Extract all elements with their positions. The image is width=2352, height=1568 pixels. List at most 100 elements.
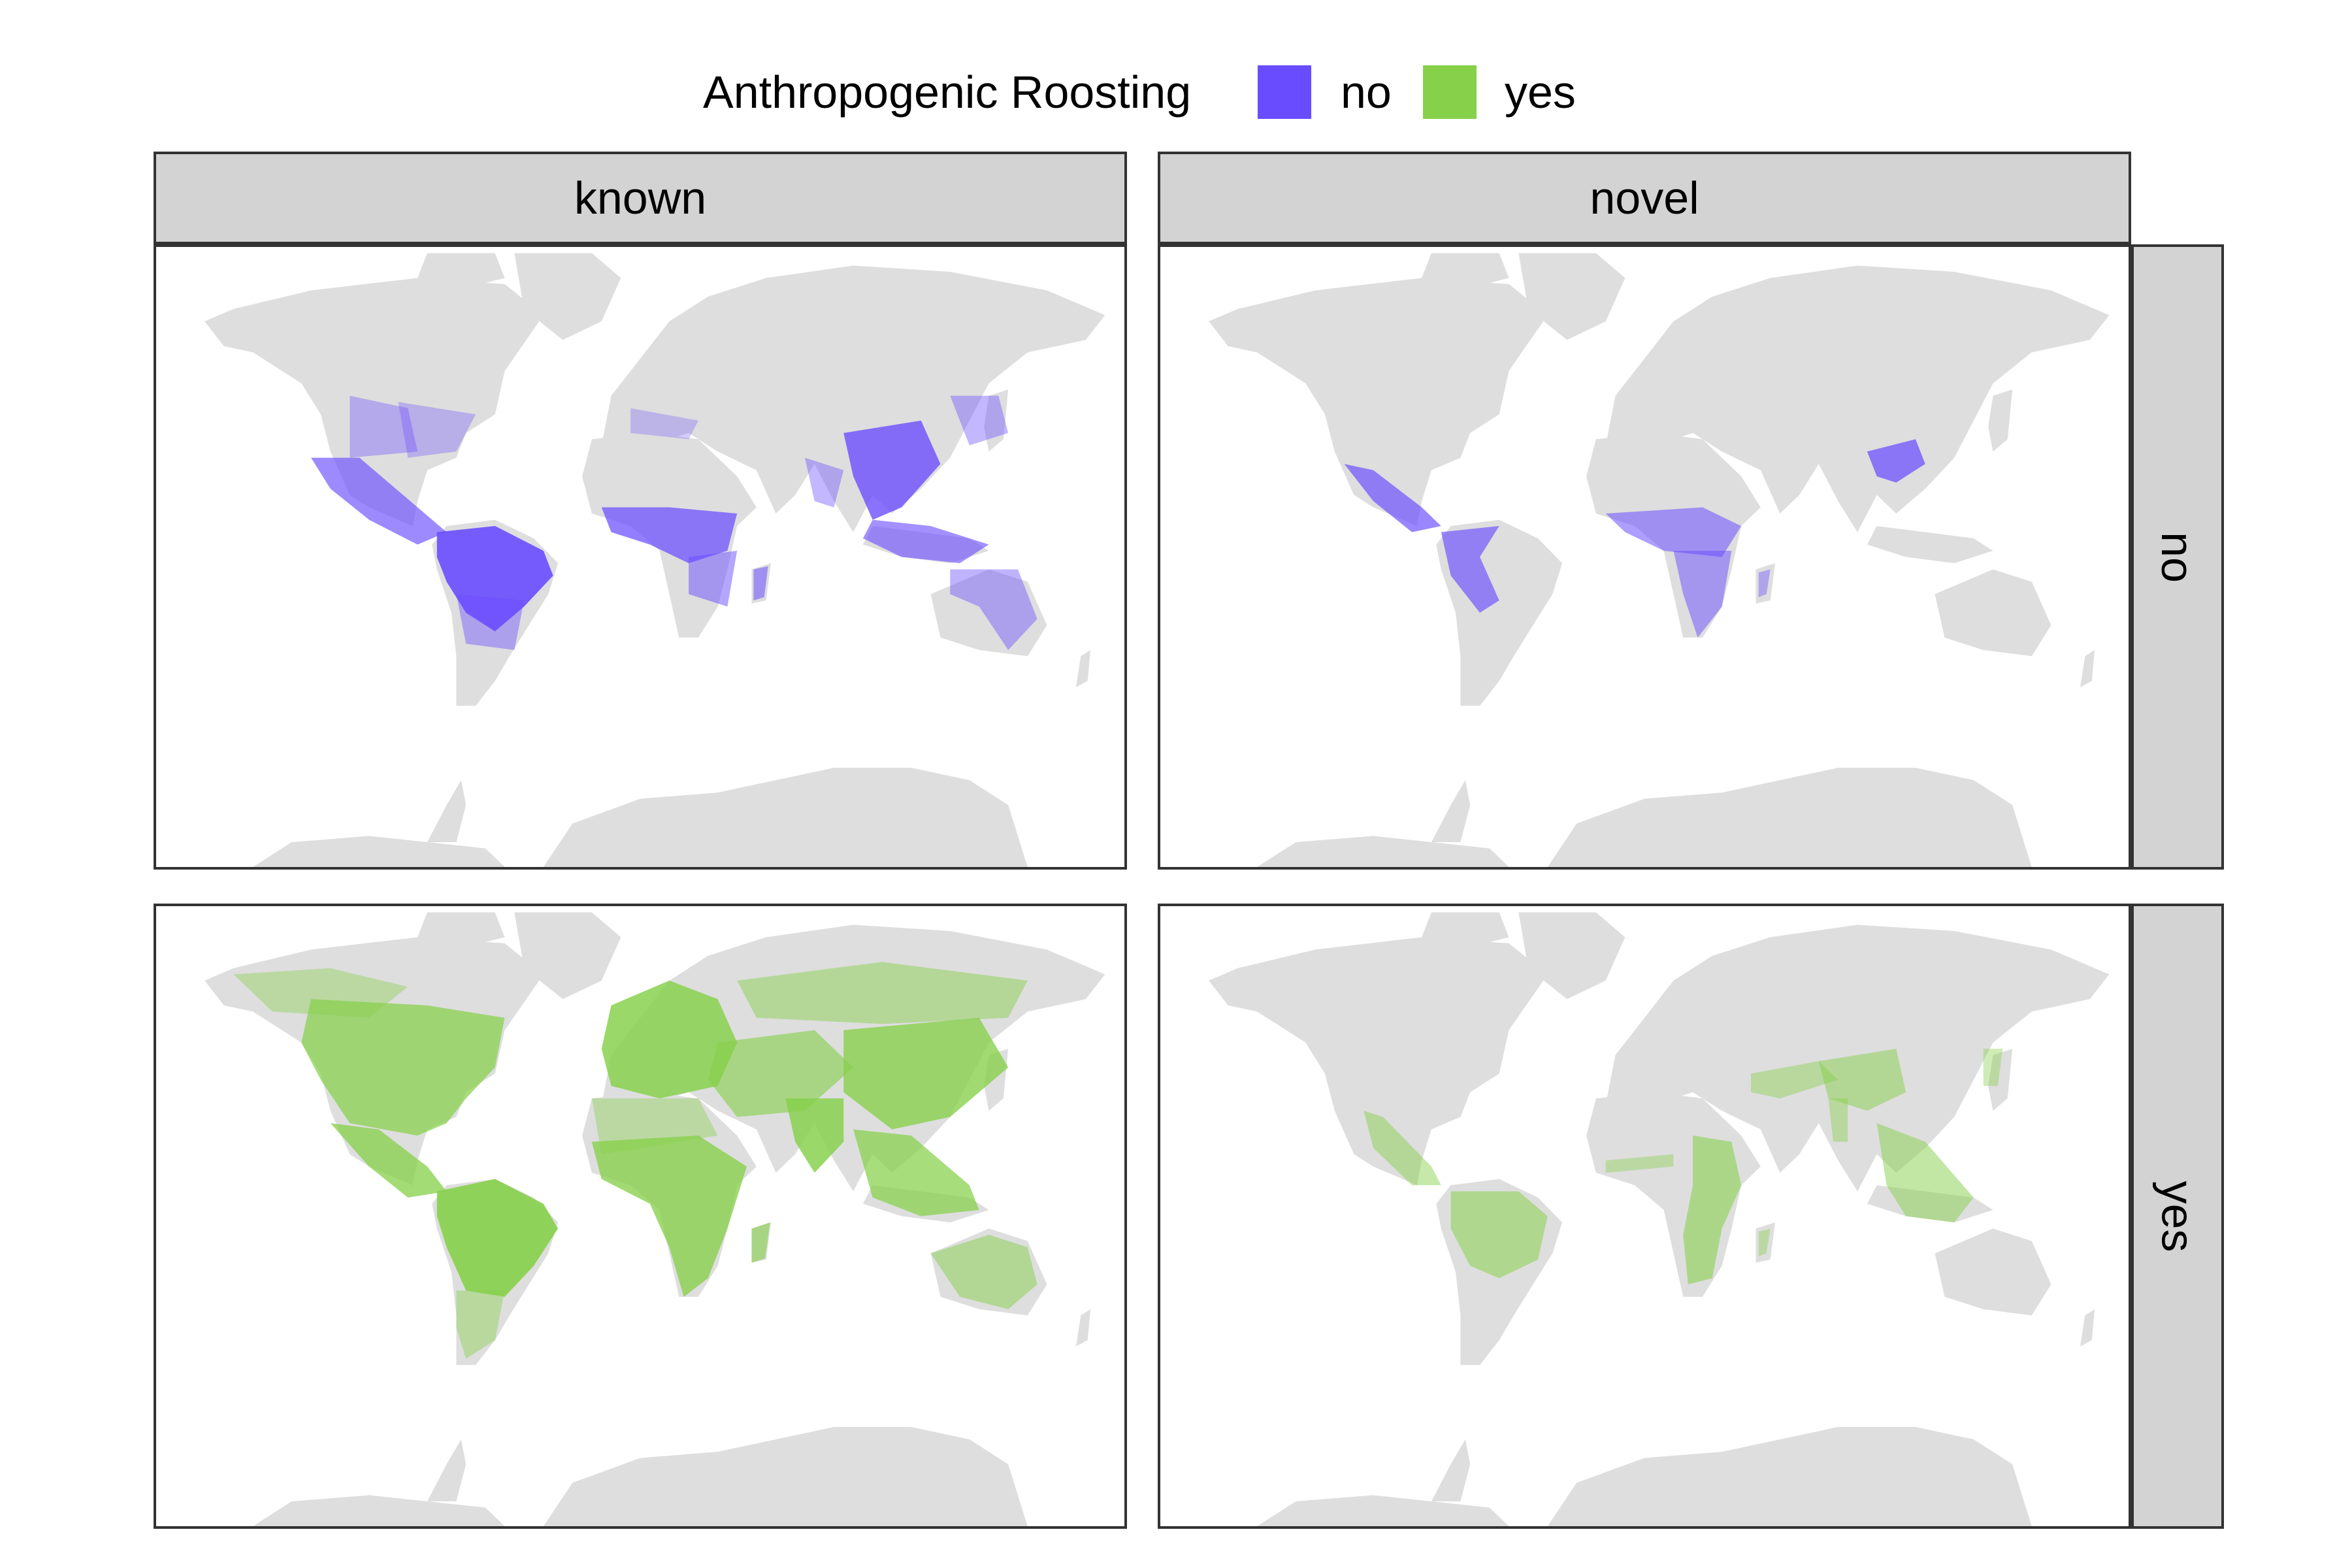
facet-strip-row-no-label: no [2152,531,2203,583]
land-greenland [514,253,621,340]
facet-strip-row-yes: yes [2131,904,2224,1529]
range-middle-east-central-asia [1751,1061,1838,1099]
land-madagascar [1756,1222,1776,1263]
legend-title: Anthropogenic Roosting [703,67,1192,118]
range-mediterranean [630,408,698,440]
facet-strip-novel: novel [1158,152,2131,244]
land-madagascar [1756,563,1776,604]
range-madagascar [1758,569,1771,598]
range-north-america [301,999,505,1136]
world-map-novel-yes [1209,912,2110,1526]
land-new-zealand [1075,1309,1091,1347]
land-canadian-arctic-islands [417,912,505,950]
land-australia [1935,569,2051,657]
land-new-zealand [2080,649,2095,687]
legend: Anthropogenic Roosting no yes [0,62,2352,122]
land-antarctic-peninsula [427,1439,466,1502]
range-madagascar [753,566,768,600]
land-australia [930,569,1047,657]
range-himalaya-southern-china [1818,1049,1906,1111]
world-map-known-yes [204,912,1105,1526]
range-east-southern-africa [1683,1135,1742,1284]
land-antarctic-peninsula [1431,780,1471,843]
legend-label-no: no [1341,67,1392,118]
land-north-america [1209,278,1548,527]
land-new-zealand [1075,649,1091,687]
world-map-novel-no [1209,253,2110,867]
range-sahel [1605,1154,1674,1173]
land-eurasia [1605,265,2110,532]
facet-strip-row-yes-label: yes [2152,1181,2203,1252]
range-southern-china-indochina [1867,439,1925,483]
facet-strip-row-no: no [2131,244,2224,870]
range-india [1828,1098,1848,1142]
range-central-africa [1605,507,1742,557]
map-panel-known-no [154,244,1127,870]
land-indonesia [1867,526,1993,564]
land-new-zealand [2080,1309,2095,1347]
land-antarctica-west [253,836,505,867]
range-japan [1983,1049,2003,1086]
range-western-north-america [350,395,418,458]
range-southern-china-indochina [843,420,941,520]
facet-strip-known-label: known [574,172,707,223]
land-japan [1988,389,2013,452]
range-southeast-asia-indonesia [1876,1123,1974,1223]
range-tropical-south-america [1450,1191,1548,1279]
land-greenland [1518,912,1625,1000]
range-mexico-central-america [1364,1111,1441,1186]
map-panel-novel-no [1158,244,2131,870]
range-japan-korea [950,395,1009,446]
land-antarctica-east [1547,1427,2032,1526]
land-canadian-arctic-islands [1422,253,1509,291]
range-mexico-central-america [1344,464,1441,532]
range-mexico-central-america [311,457,447,545]
land-australia [1935,1228,2051,1316]
land-antarctica-west [1257,836,1509,867]
land-eurasia [601,265,1105,532]
range-southeast-asia-indonesia [853,1129,979,1217]
land-antarctica-west [1257,1495,1509,1526]
land-greenland [514,912,621,1000]
range-southeastern-south-america [456,594,525,650]
land-antarctic-peninsula [427,780,466,843]
range-middle-east-central-asia [708,1030,854,1117]
range-india [785,1098,844,1173]
range-southern-canada-alaska [233,968,408,1018]
legend-label-yes: yes [1505,67,1576,118]
land-north-america [204,278,544,527]
range-sub-saharan-africa [591,1135,747,1297]
land-antarctica-east [543,1427,1028,1526]
land-japan [1988,1049,2013,1111]
map-panel-novel-yes [1158,904,2131,1529]
range-southern-south-america [456,1290,505,1359]
range-central-west-africa [601,507,738,564]
land-antarctica-east [543,768,1028,867]
range-siberia [737,962,1028,1024]
map-panel-known-yes [154,904,1127,1529]
range-tropical-south-america [436,1179,559,1297]
legend-key-no [1258,65,1311,119]
legend-key-yes [1423,65,1477,119]
land-antarctic-peninsula [1431,1439,1471,1502]
range-madagascar [751,1222,770,1263]
land-antarctica-east [1547,768,2032,867]
world-map-known-no [204,253,1105,867]
land-north-america [1209,937,1548,1186]
land-canadian-arctic-islands [417,253,505,291]
range-china-korea-japan [843,1017,1009,1130]
range-indonesia-philippines [862,519,989,564]
facet-strip-novel-label: novel [1590,172,1699,223]
range-northwestern-south-america [1441,526,1499,613]
range-australia [930,1234,1037,1309]
range-eastern-united-states [398,402,476,458]
range-southern-africa [1673,550,1732,638]
land-antarctica-west [253,1495,505,1526]
land-greenland [1518,253,1625,340]
range-india [804,457,844,508]
range-mexico-central-america [330,1123,447,1198]
range-europe [601,980,738,1099]
range-madagascar [1758,1228,1771,1257]
land-canadian-arctic-islands [1422,912,1509,950]
range-amazon-tropical-south-america [436,526,553,632]
